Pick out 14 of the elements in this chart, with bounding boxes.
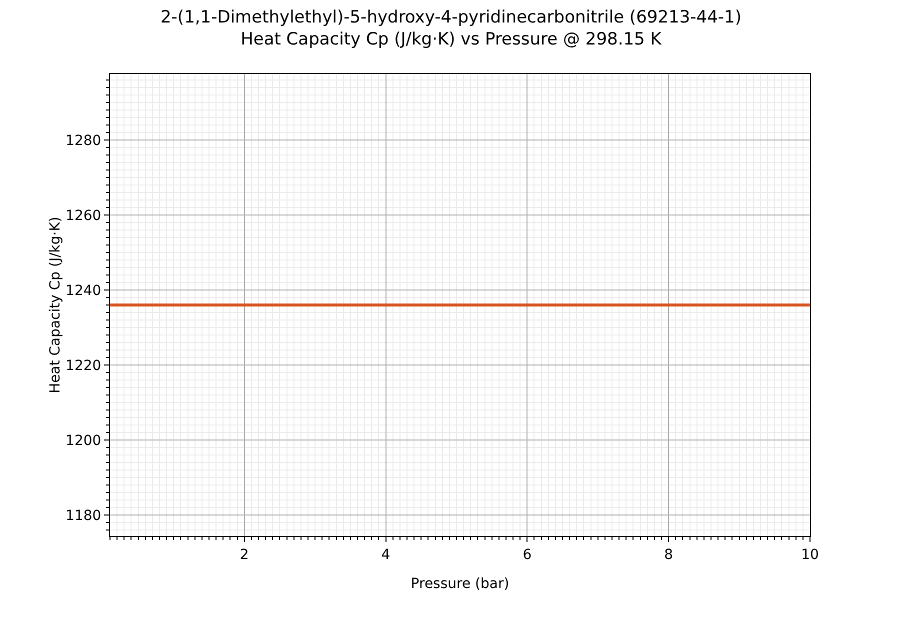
x-tick-label: 2 <box>240 546 249 563</box>
y-tick-label: 1240 <box>66 282 102 299</box>
chart-title: 2-(1,1-Dimethylethyl)-5-hydroxy-4-pyridinecarbonitrile (69213-44-1) Heat Capacity Cp (J/kg·K) vs Pressure @ 298.15 K <box>160 8 742 50</box>
x-axis-title: Pressure (bar) <box>410 576 510 592</box>
y-tick-label: 1280 <box>66 132 102 149</box>
y-tick-label: 1220 <box>66 358 102 374</box>
x-tick-label: 6 <box>522 546 532 563</box>
x-tick-label: 4 <box>381 546 390 563</box>
y-tick-label: 1180 <box>66 508 102 524</box>
y-tick-label: 1200 <box>66 432 102 449</box>
x-tick-label: 8 <box>664 546 674 563</box>
x-tick-label: 10 <box>801 546 819 563</box>
y-axis-title: Heat Capacity Cp (J/kg·K) <box>48 216 64 394</box>
y-tick-label: 1260 <box>66 208 102 224</box>
